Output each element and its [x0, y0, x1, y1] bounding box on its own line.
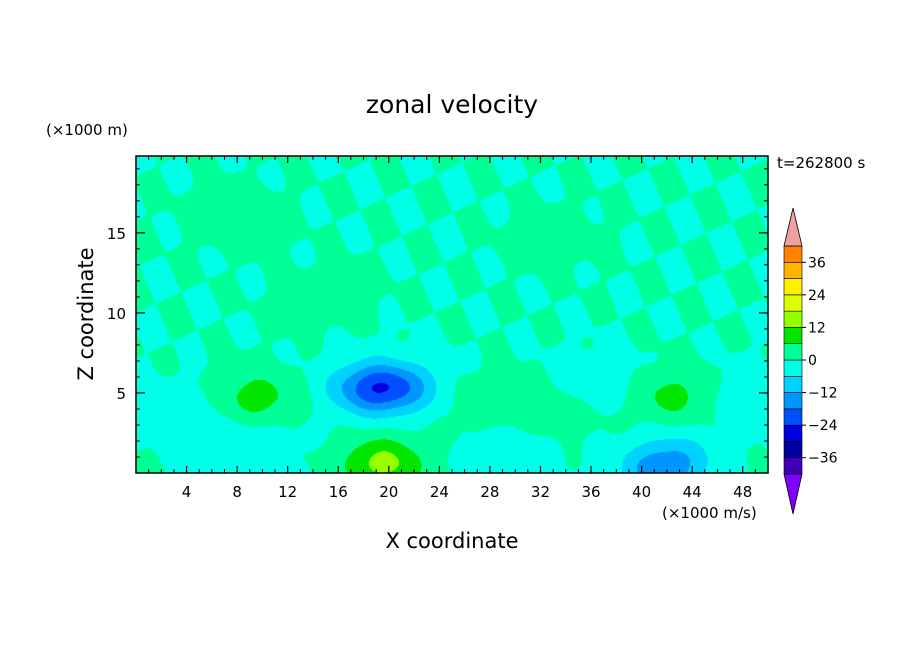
contour-field — [136, 156, 768, 473]
colorbar-band — [783, 359, 803, 377]
colorbar-band — [783, 327, 803, 345]
colorbar-band — [783, 424, 803, 442]
colorbar-tick-label: −36 — [808, 451, 838, 467]
y-tick-label: 10 — [107, 305, 126, 323]
y-tick-label: 5 — [116, 385, 126, 403]
x-tick-label: 32 — [531, 483, 550, 501]
x-tick-label: 28 — [480, 483, 499, 501]
x-tick-label: 16 — [329, 483, 348, 501]
x-axis-label: X coordinate — [385, 529, 518, 553]
colorbar-band — [783, 261, 803, 279]
x-tick-label: 36 — [581, 483, 600, 501]
colorbar-band — [783, 375, 803, 393]
y-tick-label: 15 — [107, 225, 126, 243]
colorbar-band — [783, 294, 803, 312]
colorbar-tick-label: 12 — [808, 320, 826, 336]
y-axis-label: Z coordinate — [74, 247, 98, 380]
colorbar-band — [783, 408, 803, 426]
colorbar-band — [783, 310, 803, 328]
x-tick-label: 8 — [232, 483, 242, 501]
colorbar: 36 24 12 0 −12 −24 −36 — [783, 207, 838, 515]
colorbar-tick-label: −24 — [808, 418, 838, 434]
x-tick-label: 48 — [733, 483, 752, 501]
chart-title: zonal velocity — [366, 90, 538, 119]
x-axis-ticks: 4 8 12 16 20 24 28 32 36 40 44 48 — [148, 156, 756, 501]
x-tick-label: 20 — [379, 483, 398, 501]
colorbar-extend-min — [783, 473, 803, 515]
x-tick-label: 40 — [632, 483, 651, 501]
colorbar-tick-label: 0 — [808, 353, 817, 369]
x-tick-label: 12 — [278, 483, 297, 501]
colorbar-tick-label: 24 — [808, 288, 826, 304]
x-unit-label: (×1000 m/s) — [662, 504, 757, 522]
y-axis-ticks: 5 10 15 — [107, 168, 768, 458]
time-label: t=262800 s — [777, 154, 865, 172]
colorbar-band — [783, 245, 803, 263]
colorbar-band — [783, 457, 803, 475]
colorbar-band — [783, 392, 803, 410]
x-tick-label: 24 — [430, 483, 449, 501]
colorbar-extend-max — [783, 207, 803, 247]
x-tick-label: 44 — [683, 483, 702, 501]
y-unit-label: (×1000 m) — [46, 121, 128, 139]
colorbar-tick-label: 36 — [808, 255, 826, 271]
colorbar-band — [783, 343, 803, 361]
x-tick-label: 4 — [182, 483, 192, 501]
colorbar-band — [783, 441, 803, 459]
colorbar-band — [783, 278, 803, 296]
colorbar-tick-label: −12 — [808, 386, 838, 402]
